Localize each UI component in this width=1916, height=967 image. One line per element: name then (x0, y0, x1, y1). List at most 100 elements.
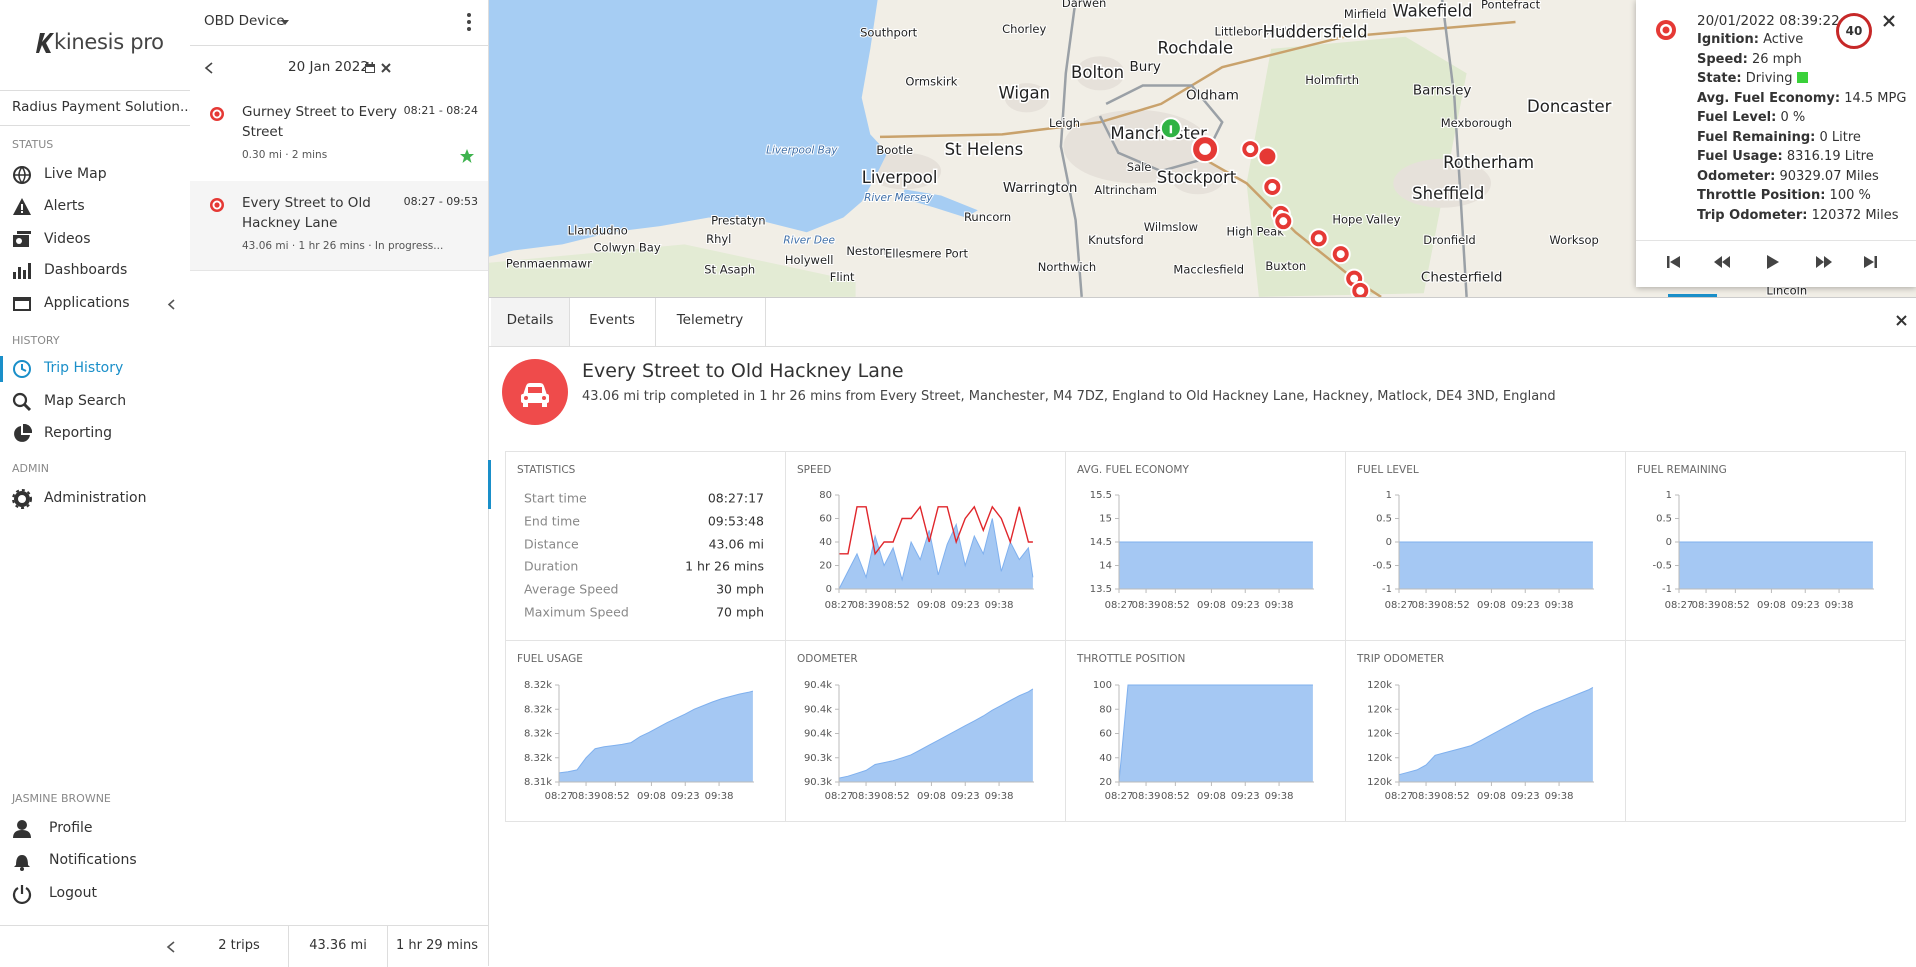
popup-value: 0 % (1780, 110, 1806, 125)
nav-item[interactable]: Logout (0, 879, 190, 909)
urban-area (1004, 83, 1049, 113)
speed-limit-badge: 40 (1836, 13, 1872, 49)
first-button[interactable] (1667, 256, 1680, 268)
nav-label: Trip History (44, 360, 124, 376)
road (879, 20, 1516, 139)
place-label: Liverpool Bay (766, 144, 838, 156)
series-line (1118, 684, 1313, 783)
tab[interactable]: Telemetry (655, 298, 766, 346)
trip-summary-text: 43.06 mi trip completed in 1 hr 26 mins … (582, 389, 1556, 404)
date[interactable]: 20 Jan 2022 (288, 59, 369, 75)
y-tick-label: 60 (1099, 729, 1112, 740)
y-tick-label: 90.4k (804, 729, 832, 740)
nav-icon (14, 424, 32, 442)
trip-time: 08:21 - 08:24 (403, 104, 478, 117)
state-swatch (1796, 72, 1808, 83)
map-scroll (1668, 294, 1717, 297)
y-tick-label: 14.5 (1090, 537, 1112, 548)
nav-label: Alerts (44, 198, 85, 214)
x-tick-label: 08:27 (1665, 600, 1694, 611)
menu-button[interactable] (466, 12, 472, 32)
collapse-bar (0, 925, 190, 967)
separator (288, 926, 289, 967)
y-tick-label: 40 (1099, 753, 1112, 764)
place-label: Neston (846, 244, 887, 258)
series-line (838, 688, 1034, 779)
x-tick-label: 09:38 (1545, 791, 1574, 802)
nav-label: Reporting (44, 425, 113, 441)
place-label: Holmfirth (1305, 73, 1359, 87)
info-glyph (1169, 125, 1173, 134)
y-tick-label: 8.32k (524, 729, 552, 740)
sidebar: kinesis pro Radius Payment Solution... S… (0, 0, 193, 967)
brand: kinesis pro (36, 26, 176, 62)
play-button[interactable] (1767, 255, 1779, 269)
place-label: Stockport (1157, 168, 1237, 187)
nav-item[interactable]: Dashboards (0, 256, 190, 286)
nav-icon (12, 392, 32, 412)
trip-item[interactable]: Every Street to Old Hackney Lane 08:27 - … (190, 181, 488, 271)
trip-meta: 0.30 mi · 2 mins (242, 149, 328, 161)
y-tick-label: 0 (1386, 537, 1392, 548)
nav-label: Videos (44, 231, 91, 247)
place-label: Doncaster (1527, 97, 1612, 116)
x-tick-label: 09:38 (1545, 600, 1574, 611)
x-tick-label: 08:27 (1105, 600, 1134, 611)
cell-title: SPEED (797, 464, 831, 476)
y-tick-label: 15 (1099, 514, 1112, 525)
nav-item[interactable]: Reporting (0, 419, 190, 449)
nav-item[interactable]: Profile (0, 814, 190, 844)
tab[interactable]: Events (569, 298, 656, 346)
separator (387, 926, 388, 967)
nav-item[interactable]: Notifications (0, 846, 190, 876)
telemetry-grid: STATISTICS Start time 08:27:17 End time 09:5… (505, 451, 1906, 822)
place-label: Darwen (1062, 0, 1106, 10)
nav-item[interactable]: Applications (0, 289, 190, 319)
place-label: Altrincham (1094, 183, 1157, 197)
last-button[interactable] (1864, 256, 1877, 268)
device-select[interactable]: OBD Device (204, 13, 285, 29)
nav-icon (14, 855, 30, 871)
prev-date[interactable] (204, 62, 214, 74)
trip-item[interactable]: Gurney Street to Every Street 08:21 - 08:… (190, 90, 488, 182)
nav-item[interactable]: Live Map (0, 160, 190, 190)
nav-label: Administration (44, 490, 147, 506)
popup-label: State: (1697, 71, 1742, 86)
x-tick-label: 09:23 (1791, 600, 1820, 611)
place-label: Barnsley (1413, 82, 1471, 98)
place-label: Chesterfield (1421, 269, 1503, 285)
y-tick-label: 90.3k (804, 777, 832, 788)
urban-area (1075, 56, 1125, 91)
collapse-button[interactable] (166, 941, 176, 953)
popup-label: Odometer: (1697, 168, 1776, 184)
cell-title: TRIP ODOMETER (1356, 653, 1444, 665)
nav-item[interactable]: Map Search (0, 387, 190, 417)
popup-label: Fuel Remaining: (1697, 129, 1816, 145)
y-tick-label: -0.5 (1652, 561, 1672, 572)
place-label: River Dee (783, 235, 835, 247)
place-label: High Peak (1226, 225, 1284, 239)
nav-item[interactable]: Administration (0, 484, 190, 514)
nav-item[interactable]: Trip History (0, 354, 190, 384)
y-tick-label: 0 (826, 584, 832, 595)
popup-close[interactable] (1883, 15, 1895, 27)
forward-button[interactable] (1816, 256, 1832, 268)
nav-item[interactable]: Alerts (0, 192, 190, 222)
account[interactable]: Radius Payment Solution... (0, 90, 193, 126)
section-title: JASMINE BROWNE (12, 792, 111, 805)
rewind-button[interactable] (1714, 256, 1730, 268)
tab[interactable]: Details (491, 298, 570, 346)
x-tick-label: 08:52 (1161, 600, 1190, 611)
nav-icon (13, 198, 31, 215)
clear-date[interactable] (381, 63, 391, 73)
details-close[interactable] (1896, 315, 1907, 326)
stat-value: 43.06 mi (709, 537, 764, 552)
trip-title: Gurney Street to Every Street (242, 104, 397, 140)
trip-icon (210, 107, 224, 121)
route-marker-dot (1336, 250, 1345, 259)
place-label: Hope Valley (1332, 212, 1400, 226)
place-label: Chorley (1002, 22, 1046, 36)
nav-item[interactable]: Videos (0, 225, 190, 255)
calendar-icon[interactable] (364, 62, 376, 74)
y-tick-label: 120k (1367, 680, 1392, 691)
